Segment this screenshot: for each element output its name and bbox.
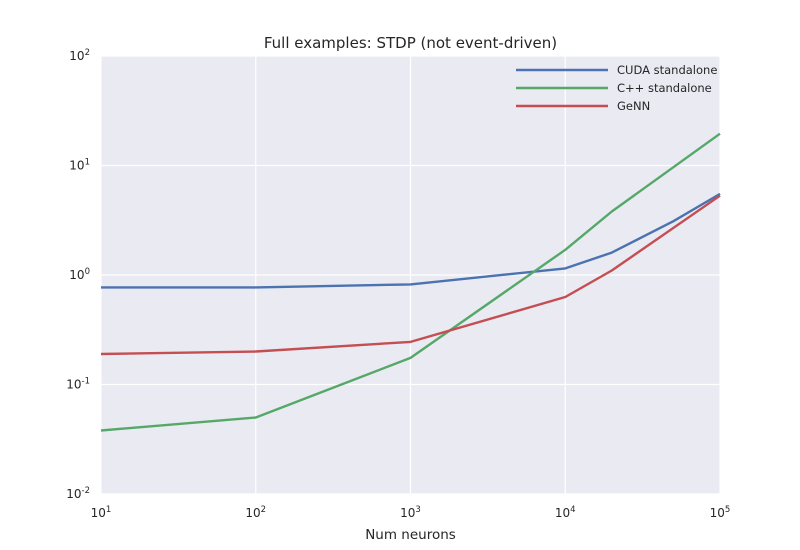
x-tick-label-0: 101 bbox=[91, 505, 112, 520]
series-lines bbox=[100, 132, 721, 432]
legend-label-0: CUDA standalone bbox=[617, 63, 717, 77]
y-tick-labels: 10-2 10-1 100 101 102 bbox=[66, 48, 90, 501]
series-line-2 bbox=[100, 194, 721, 356]
x-tick-label-3: 104 bbox=[555, 505, 576, 520]
series-line-0 bbox=[101, 192, 721, 289]
y-tick-label-3: 101 bbox=[69, 158, 90, 173]
legend-label-2: GeNN bbox=[617, 99, 650, 113]
y-tick-label-2: 100 bbox=[69, 267, 90, 282]
y-tick-label-0: 10-2 bbox=[66, 486, 90, 501]
grid-lines bbox=[100, 55, 721, 495]
x-axis-label: Num neurons bbox=[365, 527, 456, 543]
chart-title: Full examples: STDP (not event-driven) bbox=[264, 34, 557, 52]
y-tick-label-4: 102 bbox=[69, 48, 90, 63]
x-tick-label-1: 102 bbox=[245, 505, 266, 520]
legend-label-1: C++ standalone bbox=[617, 81, 712, 95]
legend: CUDA standalone C++ standalone GeNN bbox=[516, 63, 717, 113]
series-line-1 bbox=[100, 132, 721, 432]
x-tick-label-4: 105 bbox=[710, 505, 731, 520]
x-tick-label-2: 103 bbox=[400, 505, 421, 520]
x-tick-labels: 101 102 103 104 105 bbox=[91, 505, 731, 520]
y-tick-label-1: 10-1 bbox=[66, 377, 90, 392]
